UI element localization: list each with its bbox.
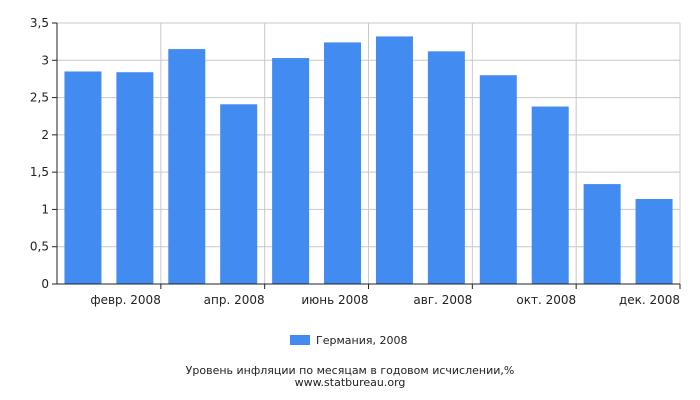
legend-label: Германия, 2008 — [316, 333, 408, 347]
bar — [272, 58, 310, 285]
chart-title: Уровень инфляции по месяцам в годовом ис… — [185, 364, 515, 377]
bar — [427, 51, 465, 284]
x-tick-label: авг. 2008 — [413, 293, 472, 307]
bar — [116, 72, 154, 285]
bar — [375, 36, 413, 285]
bar — [479, 75, 517, 284]
bar — [64, 71, 102, 284]
legend: Германия, 2008 — [290, 332, 407, 348]
x-tick-label: дек. 2008 — [619, 293, 680, 307]
y-tick-label: 1,5 — [30, 165, 49, 179]
bar — [168, 49, 206, 284]
y-tick-label: 2 — [41, 128, 49, 142]
y-tick-label: 3,5 — [30, 16, 49, 30]
x-tick-label: апр. 2008 — [204, 293, 265, 307]
y-tick-label: 2,5 — [30, 91, 49, 105]
bar — [324, 42, 362, 284]
y-tick-label: 0,5 — [30, 240, 49, 254]
chart-source: www.statbureau.org — [294, 376, 406, 389]
x-tick-label: окт. 2008 — [516, 293, 576, 307]
x-tick-label: июнь 2008 — [301, 293, 368, 307]
y-tick-label: 0 — [41, 277, 49, 291]
legend-swatch — [290, 335, 310, 345]
bar — [220, 104, 258, 284]
bar — [583, 184, 621, 284]
y-tick-label: 3 — [41, 53, 49, 67]
y-tick-label: 1 — [41, 202, 49, 216]
bar — [635, 198, 673, 284]
bar — [531, 106, 569, 285]
x-tick-label: февр. 2008 — [90, 293, 161, 307]
